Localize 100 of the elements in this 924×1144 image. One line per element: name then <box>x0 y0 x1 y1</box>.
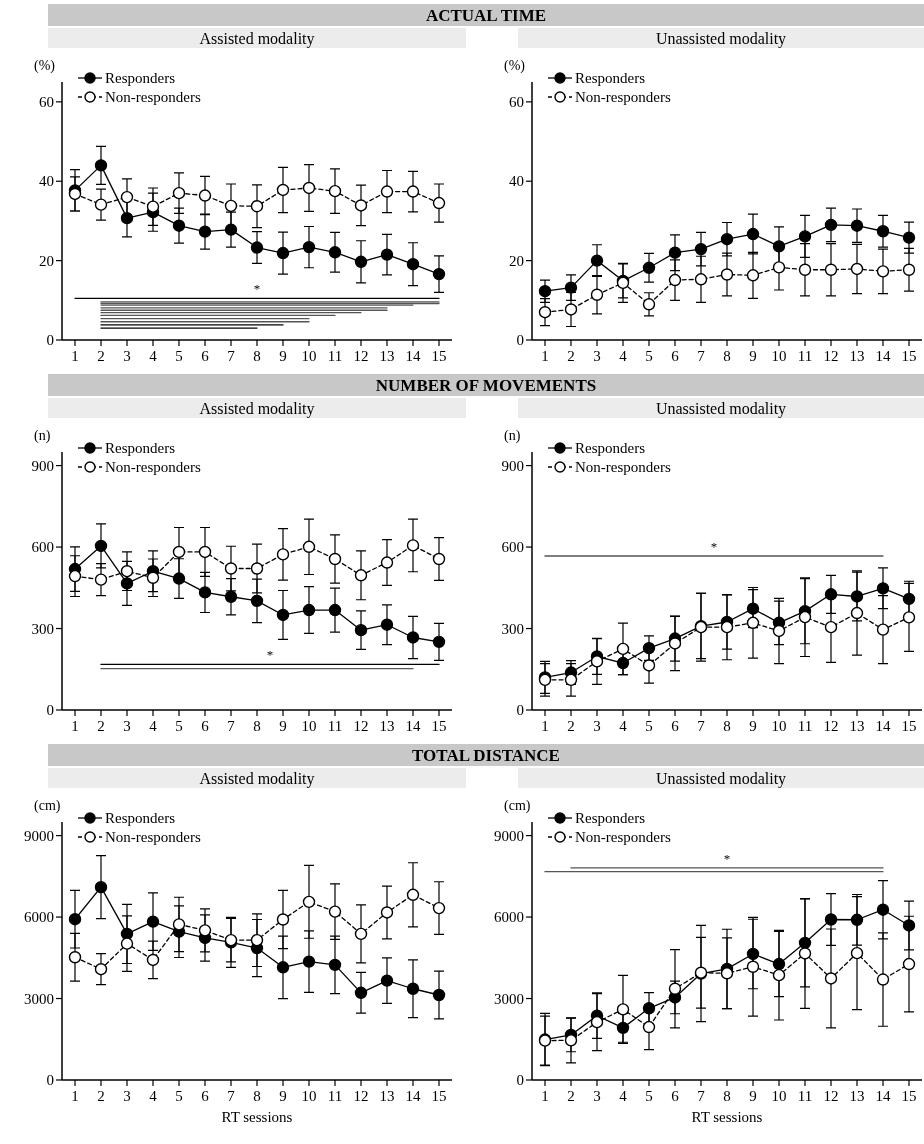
y-tick-label: 3000 <box>24 990 54 1007</box>
chart-subtitle: Assisted modality <box>199 400 315 418</box>
y-tick-label: 60 <box>39 93 54 110</box>
y-tick-label: 9000 <box>494 827 524 844</box>
y-tick-label: 300 <box>501 620 524 637</box>
text: ACTUAL TIME <box>425 6 547 25</box>
y-axis-title: (cm) <box>504 798 531 814</box>
x-tick-label: 5 <box>175 348 183 364</box>
y-tick-label: 0 <box>46 702 54 718</box>
y-axis-title: (n) <box>34 428 51 444</box>
x-tick-label: 13 <box>849 1088 865 1104</box>
x-tick-label: 15 <box>901 1088 917 1104</box>
legend-label: Non-responders <box>105 829 201 845</box>
x-tick-label: 12 <box>823 348 839 364</box>
legend-label: Responders <box>575 440 646 456</box>
legend-label: Non-responders <box>575 459 671 475</box>
x-tick-label: 9 <box>749 348 757 364</box>
legend-label: Non-responders <box>105 89 201 105</box>
x-tick-label: 4 <box>149 718 158 734</box>
x-tick-label: 10 <box>771 348 787 364</box>
x-tick-label: 7 <box>227 348 236 364</box>
x-tick-label: 14 <box>405 1088 421 1104</box>
annotation: * <box>266 647 274 663</box>
x-tick-label: 1 <box>541 1088 549 1104</box>
x-tick-label: 7 <box>697 348 706 364</box>
x-tick-label: 10 <box>771 718 787 734</box>
x-tick-label: 5 <box>175 718 183 734</box>
x-tick-label: 12 <box>353 1088 369 1104</box>
x-tick-label: 8 <box>723 718 731 734</box>
y-tick-label: 6000 <box>494 909 524 926</box>
x-tick-label: 12 <box>353 718 369 734</box>
x-tick-label: 3 <box>123 348 131 364</box>
y-axis-title: (%) <box>34 58 56 74</box>
x-tick-label: 5 <box>645 718 653 734</box>
x-tick-label: 10 <box>301 348 317 364</box>
x-tick-label: 7 <box>697 1088 706 1104</box>
x-tick-label: 6 <box>671 348 680 364</box>
x-tick-label: 5 <box>175 1088 183 1104</box>
x-tick-label: 4 <box>619 348 628 364</box>
x-tick-label: 11 <box>797 718 813 734</box>
x-tick-label: 6 <box>201 718 210 734</box>
x-tick-label: 10 <box>771 1088 787 1104</box>
legend-label: Responders <box>105 810 176 826</box>
x-tick-label: 1 <box>71 718 79 734</box>
x-tick-label: 3 <box>593 348 601 364</box>
legend-label: Non-responders <box>105 459 201 475</box>
annotation: * <box>253 281 261 297</box>
x-tick-label: 4 <box>619 718 628 734</box>
x-tick-label: 11 <box>797 1088 813 1104</box>
legend-label: Responders <box>575 810 646 826</box>
x-tick-label: 1 <box>71 348 79 364</box>
x-tick-label: 2 <box>97 1088 105 1104</box>
x-tick-label: 10 <box>301 718 317 734</box>
chart-subtitle: Unassisted modality <box>655 770 787 788</box>
x-tick-label: 14 <box>875 348 891 364</box>
x-tick-label: 4 <box>149 1088 158 1104</box>
x-tick-label: 5 <box>645 1088 653 1104</box>
x-tick-label: 8 <box>723 1088 731 1104</box>
x-axis-title: RT sessions <box>221 1109 293 1125</box>
x-tick-label: 1 <box>71 1088 79 1104</box>
y-tick-label: 40 <box>39 173 54 190</box>
y-tick-label: 900 <box>31 457 54 474</box>
y-axis-title: (cm) <box>34 798 61 814</box>
y-tick-label: 900 <box>501 457 524 474</box>
y-tick-label: 600 <box>31 539 54 556</box>
x-tick-label: 9 <box>749 1088 757 1104</box>
x-tick-label: 9 <box>279 348 287 364</box>
x-tick-label: 15 <box>901 348 917 364</box>
annotation: * <box>710 539 718 555</box>
x-tick-label: 8 <box>723 348 731 364</box>
text: TOTAL DISTANCE <box>412 746 560 765</box>
x-tick-label: 5 <box>645 348 653 364</box>
x-tick-label: 2 <box>567 348 575 364</box>
y-tick-label: 20 <box>39 252 54 269</box>
legend-label: Responders <box>105 70 176 86</box>
y-tick-label: 0 <box>516 332 524 348</box>
x-tick-label: 4 <box>149 348 158 364</box>
y-tick-label: 20 <box>509 252 524 269</box>
x-tick-label: 15 <box>431 1088 447 1104</box>
x-tick-label: 2 <box>567 718 575 734</box>
y-tick-label: 40 <box>509 173 524 190</box>
x-tick-label: 12 <box>823 1088 839 1104</box>
x-tick-label: 2 <box>567 1088 575 1104</box>
x-tick-label: 1 <box>541 718 549 734</box>
x-tick-label: 13 <box>379 1088 395 1104</box>
x-tick-label: 6 <box>671 718 680 734</box>
y-tick-label: 60 <box>509 93 524 110</box>
text: NUMBER OF MOVEMENTS <box>375 376 597 395</box>
x-tick-label: 12 <box>353 348 369 364</box>
x-tick-label: 8 <box>253 1088 261 1104</box>
x-tick-label: 9 <box>279 1088 287 1104</box>
y-tick-label: 300 <box>31 620 54 637</box>
x-tick-label: 2 <box>97 718 105 734</box>
y-tick-label: 3000 <box>494 990 524 1007</box>
x-tick-label: 6 <box>201 348 210 364</box>
x-tick-label: 14 <box>405 348 421 364</box>
x-tick-label: 2 <box>97 348 105 364</box>
y-axis-title: (n) <box>504 428 521 444</box>
x-tick-label: 14 <box>875 718 891 734</box>
x-tick-label: 9 <box>279 718 287 734</box>
